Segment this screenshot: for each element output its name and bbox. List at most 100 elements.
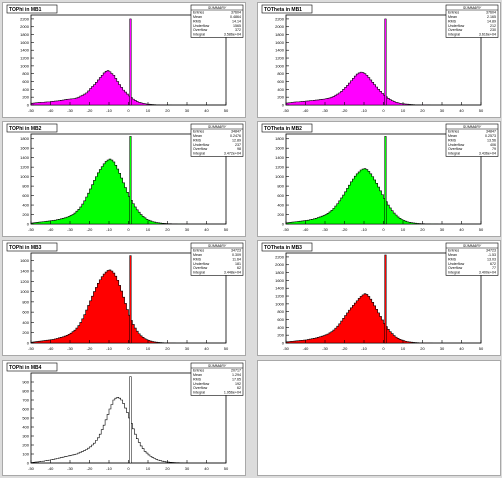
peak-spike — [129, 18, 132, 106]
y-tick-label: 800 — [277, 309, 284, 314]
stats-value: 62 — [237, 386, 241, 390]
stats-label: Entries — [193, 249, 204, 253]
stats-label: Mean — [193, 15, 202, 19]
x-tick-label: 10 — [401, 108, 406, 113]
x-tick-label: -40 — [48, 466, 55, 471]
peak-spike — [129, 376, 132, 464]
stats-header: SUMMARY — [463, 125, 482, 129]
histogram-pad: -50 -40 -30 -20 -10 0 10 20 30 40 50 0 200 400 600 800 1… — [257, 121, 501, 237]
stats-label: Entries — [193, 369, 204, 373]
x-tick-label: -20 — [342, 227, 349, 232]
y-tick-label: 0 — [27, 461, 30, 466]
x-tick-label: 0 — [127, 108, 130, 113]
title-box: TOTheta in MB1 — [261, 4, 313, 14]
histogram-bars — [30, 70, 226, 106]
x-tick-label: 40 — [204, 108, 209, 113]
y-tick-label: 200 — [22, 443, 29, 448]
y-tick-label: 1000 — [275, 301, 285, 306]
stats-value: 34847 — [231, 130, 241, 134]
stats-value: 406 — [490, 143, 496, 147]
stats-value: 77 — [492, 266, 496, 270]
title-box: TOPhi in MB3 — [6, 242, 58, 252]
stats-value: 37604 — [486, 11, 496, 15]
stats-label: Integral — [448, 33, 460, 37]
y-tick-label: 1200 — [20, 279, 30, 284]
stats-label: Overflow — [448, 266, 463, 270]
y-tick-label: 1600 — [275, 40, 285, 45]
title-box: TOTheta in MB2 — [261, 123, 313, 133]
stats-header: SUMMARY — [208, 244, 227, 248]
x-tick-label: 50 — [479, 227, 484, 232]
x-tick-label: -30 — [67, 346, 74, 351]
x-tick-label: 20 — [165, 227, 170, 232]
x-tick-label: -20 — [87, 108, 94, 113]
stats-label: Entries — [448, 11, 459, 15]
x-tick-label: 40 — [204, 346, 209, 351]
x-tick-label: 20 — [420, 346, 425, 351]
x-tick-label: 10 — [401, 227, 406, 232]
x-tick-label: 10 — [146, 346, 151, 351]
x-tick-label: -50 — [28, 108, 35, 113]
chart-title: TOTheta in MB1 — [264, 7, 302, 13]
stats-label: RMS — [193, 19, 202, 23]
stats-value: 34723 — [486, 249, 496, 253]
y-tick-label: 800 — [22, 299, 29, 304]
y-tick-label: 0 — [282, 103, 285, 108]
chart-title: TOTheta in MB2 — [264, 126, 302, 132]
x-tick-label: 40 — [459, 346, 464, 351]
x-tick-label: 30 — [185, 466, 190, 471]
y-tick-label: 1000 — [275, 174, 285, 179]
stats-label: Entries — [448, 249, 459, 253]
stats-value: 98 — [237, 147, 241, 151]
x-tick-label: -50 — [283, 227, 290, 232]
y-tick-label: 1200 — [275, 294, 285, 299]
stats-value: 79 — [492, 147, 496, 151]
stats-value: 14.14 — [232, 19, 241, 23]
y-tick-label: 200 — [22, 95, 29, 100]
y-tick-label: 2200 — [275, 254, 285, 259]
chart-title: TOPhi in MB4 — [9, 365, 42, 371]
stats-value: 0.2573 — [485, 134, 496, 138]
y-tick-label: 1600 — [20, 258, 30, 263]
title-box: TOPhi in MB1 — [6, 4, 58, 14]
x-tick-label: -50 — [283, 346, 290, 351]
chart-title: TOTheta in MB3 — [264, 245, 302, 251]
x-tick-label: 20 — [165, 466, 170, 471]
y-tick-label: 1800 — [275, 32, 285, 37]
stats-value: 230 — [490, 28, 496, 32]
peak-spike — [384, 18, 387, 106]
histogram-svg: -50 -40 -30 -20 -10 0 10 20 30 40 5001002003004005… — [6, 362, 244, 471]
stats-label: Integral — [448, 152, 460, 156]
x-tick-label: 30 — [440, 108, 445, 113]
x-tick-label: -40 — [48, 108, 55, 113]
y-tick-label: 600 — [277, 193, 284, 198]
stats-label: RMS — [193, 138, 202, 142]
y-tick-label: 1800 — [20, 136, 30, 141]
x-tick-label: -30 — [322, 227, 329, 232]
x-tick-label: 10 — [401, 346, 406, 351]
stats-header: SUMMARY — [208, 125, 227, 129]
stats-box: SUMMARY Entries 34723 Mean -1.53 RMS 13.03 Unde… — [445, 242, 499, 276]
stats-value: 237 — [235, 143, 241, 147]
histogram-svg: -50 -40 -30 -20 -10 0 10 20 30 40 50 0 200 400 600 800 1… — [261, 4, 499, 113]
stats-value: 2.165 — [487, 15, 496, 19]
stats-label: Mean — [193, 134, 202, 138]
stats-value: 672 — [490, 262, 496, 266]
histogram-pad: -50 -40 -30 -20 -10 0 10 20 30 40 50 0 200 400 600 800 1… — [2, 240, 246, 356]
y-tick-label: 900 — [22, 380, 29, 385]
histogram-bars — [285, 293, 481, 344]
stats-label: Underflow — [448, 262, 465, 266]
stats-label: Integral — [448, 271, 460, 275]
stats-value: 12.89 — [232, 138, 241, 142]
x-tick-label: 10 — [146, 227, 151, 232]
x-tick-label: -20 — [342, 108, 349, 113]
peak-spike — [384, 254, 387, 344]
y-tick-label: 800 — [22, 184, 29, 189]
x-tick-label: -10 — [361, 227, 368, 232]
y-tick-label: 400 — [22, 320, 29, 325]
chart-title: TOPhi in MB1 — [9, 7, 42, 13]
stats-value: 0.309 — [232, 253, 241, 257]
stats-label: Mean — [448, 134, 457, 138]
stats-label: Entries — [193, 130, 204, 134]
x-tick-label: 50 — [479, 346, 484, 351]
